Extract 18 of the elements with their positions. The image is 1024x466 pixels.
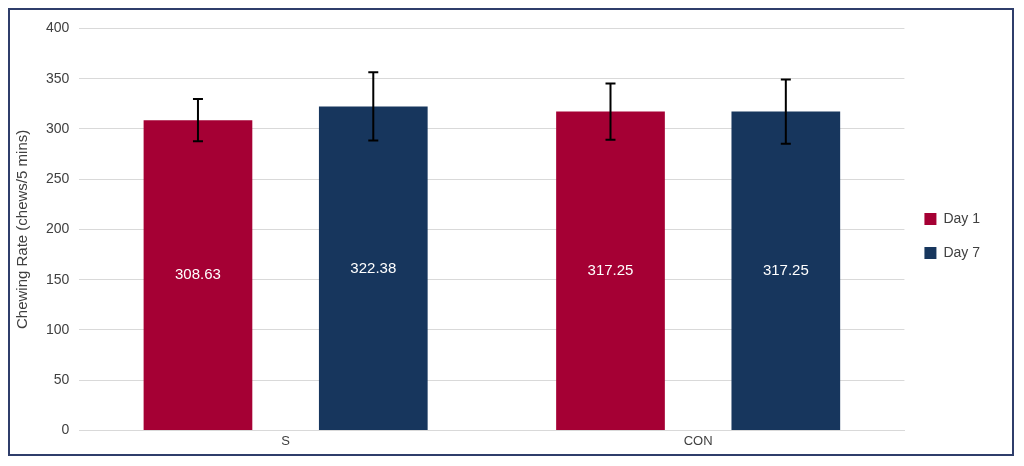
x-tick-label: CON	[683, 432, 713, 448]
data-label: 317.25	[587, 261, 634, 279]
y-tick-label: 150	[46, 270, 70, 287]
y-tick-label: 50	[53, 371, 70, 388]
y-tick-label: 400	[46, 19, 70, 36]
y-tick-label: 0	[61, 421, 70, 438]
data-label: 308.63	[175, 265, 221, 283]
y-tick-label: 250	[46, 170, 70, 187]
legend-label: Day 7	[943, 243, 981, 260]
x-tick-label: S	[281, 432, 291, 448]
y-tick-label: 100	[46, 320, 70, 337]
y-tick-label: 350	[46, 69, 70, 86]
data-label: 322.38	[350, 258, 397, 276]
y-tick-label: 200	[46, 220, 70, 237]
legend-label: Day 1	[943, 209, 981, 226]
y-axis-title: Chewing Rate (chews/5 mins)	[13, 129, 31, 330]
data-label: 317.25	[762, 261, 809, 279]
y-tick-label: 300	[46, 119, 70, 136]
